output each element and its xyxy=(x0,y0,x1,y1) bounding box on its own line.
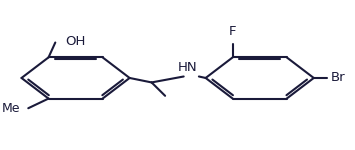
Text: HN: HN xyxy=(177,61,197,74)
Text: Br: Br xyxy=(331,71,345,84)
Text: F: F xyxy=(229,25,236,38)
Text: Me: Me xyxy=(1,102,20,116)
Text: OH: OH xyxy=(65,34,86,48)
